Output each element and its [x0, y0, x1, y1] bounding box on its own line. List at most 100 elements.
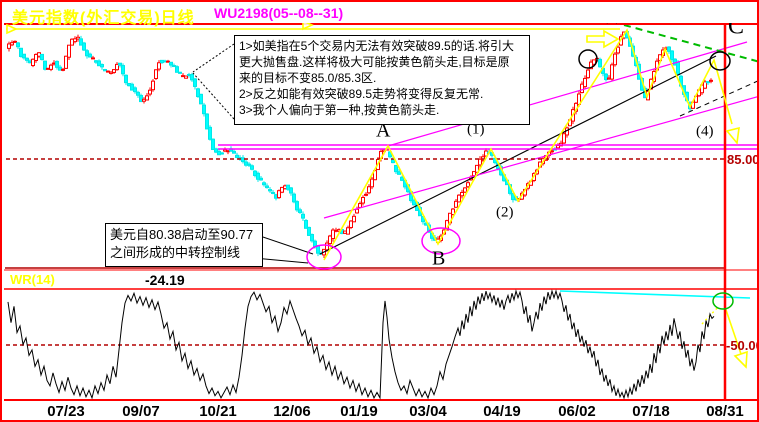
candle-body — [172, 65, 176, 68]
yellow-marker-left — [6, 23, 18, 35]
candle-body — [208, 126, 212, 140]
candle-body — [667, 46, 671, 52]
candle-body — [256, 172, 260, 180]
candle-body — [184, 75, 188, 79]
x-axis-date: 07/18 — [632, 403, 670, 420]
candle-body — [259, 177, 263, 181]
candle-body — [145, 95, 149, 101]
candle-body — [298, 209, 302, 213]
wave-label: (1) — [467, 121, 485, 137]
candle-body — [460, 192, 464, 197]
candle-body — [709, 79, 713, 82]
control-pointer-a — [253, 233, 314, 255]
candle-body — [292, 193, 296, 203]
candle-body — [400, 176, 404, 181]
candle-body — [193, 78, 197, 87]
candle-body — [562, 133, 566, 144]
black-dashed-support — [679, 80, 757, 117]
chart-title: 美元指数(外汇交易)日线 — [12, 10, 195, 27]
candle-body — [583, 77, 587, 88]
candle-body — [451, 208, 455, 216]
yellow-arrowhead-price-target — [725, 126, 740, 145]
candle-body — [196, 88, 200, 98]
circle-december-low — [306, 244, 342, 270]
x-axis-date: 04/19 — [483, 403, 521, 420]
candle-body — [49, 64, 53, 70]
candle-body — [133, 87, 137, 93]
candle-body — [205, 113, 209, 130]
candle-body — [202, 104, 206, 115]
yellow-wave-path — [323, 28, 733, 261]
candle-body — [7, 43, 11, 49]
candle-body — [67, 44, 71, 58]
title-bar: 美元指数(外汇交易)日线 WU2198(05--08--31) — [4, 3, 757, 27]
price-level-label: 85.00 — [727, 152, 759, 167]
annotation-line: 之间形成的中转控制线 — [110, 245, 241, 260]
indicator-value: -24.19 — [145, 272, 185, 288]
annotation-box-control-line: 美元自80.38启动至90.77 之间形成的中转控制线 — [105, 223, 263, 267]
candle-body — [76, 36, 80, 40]
wave-label: (2) — [496, 204, 514, 220]
yellow-right-arrow — [586, 29, 620, 49]
candle-body — [31, 58, 35, 67]
candle-body — [55, 60, 59, 68]
control-pointer-b — [253, 257, 309, 264]
candle-body — [40, 53, 44, 61]
candle-body — [250, 165, 254, 170]
candle-body — [241, 157, 245, 163]
candle-body — [88, 53, 92, 58]
candle-body — [616, 46, 620, 54]
annotation-box-forecast: 1>如美指在5个交易内无法有效突破89.5的话.将引大 更大抛售盘.这样将极大可能… — [234, 35, 530, 125]
circle-wr-end — [712, 292, 734, 310]
candle-body — [586, 69, 590, 79]
x-axis-date: 09/07 — [122, 403, 160, 420]
x-axis-date: 07/23 — [47, 403, 85, 420]
candle-body — [475, 164, 479, 173]
candle-body — [454, 200, 458, 208]
candle-body — [610, 64, 614, 80]
candle-body — [190, 74, 194, 81]
wr-yellow-dotted — [701, 305, 720, 325]
candle-body — [328, 235, 332, 245]
candle-body — [271, 191, 275, 194]
candle-body — [157, 62, 161, 70]
candle-body — [367, 186, 371, 194]
candle-body — [361, 196, 365, 204]
candle-body — [358, 203, 362, 208]
candle-body — [118, 62, 122, 66]
candle-body — [280, 186, 284, 193]
candle-body — [301, 213, 305, 219]
candle-body — [370, 178, 374, 188]
candle-body — [85, 50, 89, 57]
candle-body — [277, 190, 281, 199]
candle-body — [103, 68, 107, 72]
candle-body — [331, 229, 335, 240]
wave-label: B — [432, 247, 445, 269]
forecast-pointer-a — [192, 43, 235, 73]
candle-body — [352, 215, 356, 223]
x-axis-date: 08/31 — [706, 403, 744, 420]
circle-b-low — [421, 227, 461, 255]
candle-body — [178, 71, 182, 74]
candle-body — [10, 42, 14, 46]
candle-body — [199, 93, 203, 105]
annotation-line: 1>如美指在5个交易内无法有效突破89.5的话.将引大 — [239, 39, 515, 53]
candle-body — [211, 138, 215, 151]
candle-body — [214, 148, 218, 153]
annotation-line: 更大抛售盘.这样将极大可能按黄色箭头走,目标是原 — [239, 55, 510, 69]
magenta-channel-upper — [387, 41, 748, 147]
candle-body — [550, 150, 554, 153]
wr-cyan-line — [559, 290, 751, 299]
candle-body — [115, 63, 119, 71]
candle-body — [148, 89, 152, 95]
candle-body — [175, 66, 179, 73]
candle-body — [169, 61, 173, 66]
candle-body — [589, 61, 593, 70]
candle-body — [325, 242, 329, 251]
candle-body — [580, 83, 584, 94]
candle-body — [139, 94, 143, 103]
candle-body — [97, 60, 101, 67]
x-axis-date: 10/21 — [199, 403, 237, 420]
